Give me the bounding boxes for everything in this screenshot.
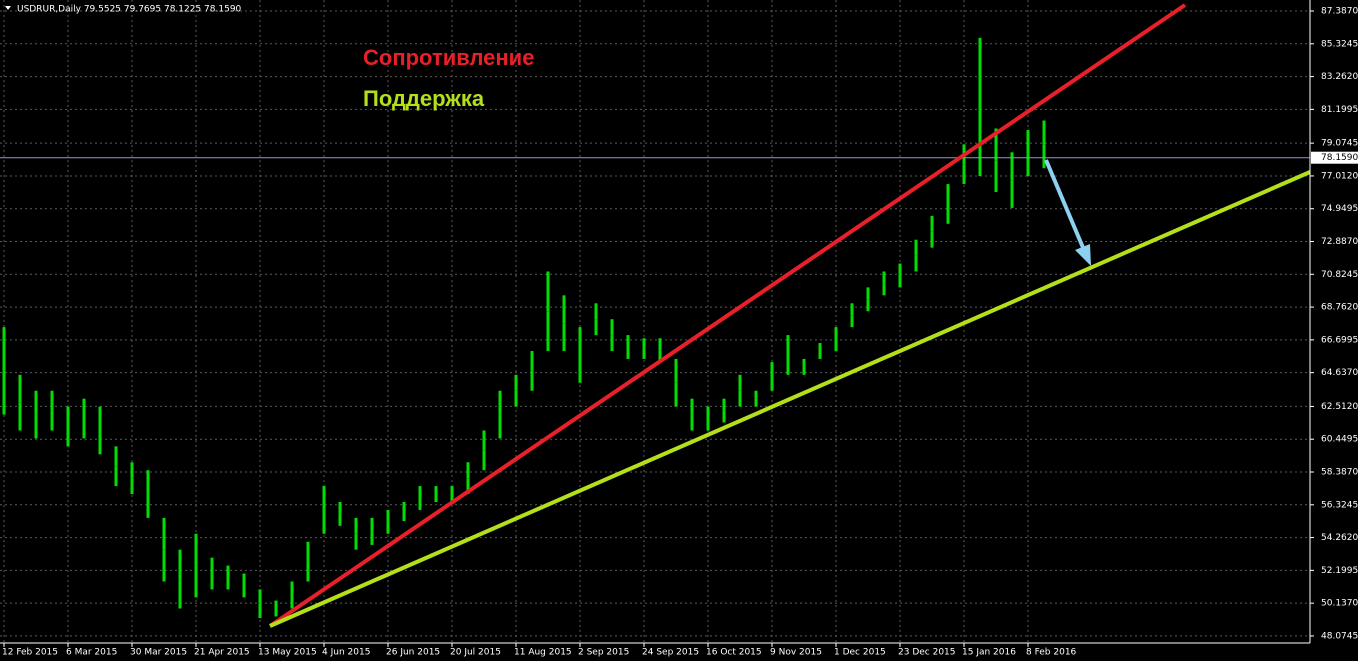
x-tick-label: 9 Nov 2015: [770, 648, 822, 658]
y-tick-label: 58.3870: [1321, 468, 1358, 478]
x-tick-label: 21 Apr 2015: [194, 648, 250, 658]
axes: 48.0745 50.1370 52.1995 54.2620 56.3245 58.38…: [2, 7, 1358, 658]
x-tick-label: 2 Sep 2015: [578, 648, 629, 658]
y-tick-label: 56.3245: [1321, 500, 1358, 510]
current-price-box: [1311, 151, 1358, 164]
y-tick-label: 62.5120: [1321, 402, 1358, 412]
y-tick-label: 70.8245: [1321, 270, 1358, 280]
x-tick-label: 4 Jun 2015: [322, 648, 370, 658]
x-tick-label: 6 Mar 2015: [66, 648, 117, 658]
y-tick-label: 50.1370: [1321, 599, 1358, 609]
y-tick-label: 85.3245: [1321, 39, 1358, 49]
y-tick-label: 77.0120: [1321, 171, 1358, 181]
y-tick-label: 68.7620: [1321, 303, 1358, 313]
symbol-info: USDRUR,Daily 79.5525 79.7695 78.1225 78.…: [17, 5, 242, 15]
support-line: [269, 170, 1311, 628]
x-tick-label: 23 Dec 2015: [898, 648, 956, 658]
y-tick-label: 66.6995: [1321, 335, 1358, 345]
x-tick-label: 12 Feb 2015: [2, 648, 58, 658]
y-tick-label: 87.3870: [1321, 7, 1358, 17]
y-tick-label: 74.9495: [1321, 204, 1358, 214]
x-tick-label: 11 Aug 2015: [514, 648, 572, 658]
x-tick-label: 20 Jul 2015: [450, 648, 501, 658]
x-tick-label: 1 Dec 2015: [834, 648, 886, 658]
y-tick-label: 52.1995: [1321, 566, 1358, 576]
forecast-arrow: [1044, 159, 1086, 251]
x-tick-label: 15 Jan 2016: [962, 648, 1016, 658]
x-tick-label: 30 Mar 2015: [130, 648, 187, 658]
y-tick-label: 72.8870: [1321, 237, 1358, 247]
x-tick-label: 13 May 2015: [258, 648, 317, 658]
y-tick-label: 60.4495: [1321, 435, 1358, 445]
resistance-line: [268, 3, 1187, 628]
y-tick-label: 54.2620: [1321, 533, 1358, 543]
x-tick-label: 16 Oct 2015: [706, 648, 762, 658]
current-price-label: 78.1590: [1321, 153, 1358, 163]
y-tick-label: 81.1995: [1321, 105, 1358, 115]
y-tick-label: 64.6370: [1321, 368, 1358, 378]
x-tick-label: 8 Feb 2016: [1026, 648, 1077, 658]
price-bars: [0, 37, 1310, 619]
x-tick-label: 24 Sep 2015: [642, 648, 699, 658]
menu-arrow[interactable]: [5, 6, 11, 10]
support-label: Поддержка: [363, 86, 485, 111]
x-tick-label: 26 Jun 2015: [386, 648, 440, 658]
resistance-label: Сопротивление: [363, 45, 534, 70]
arrow-head: [1075, 244, 1091, 266]
grid: [0, 0, 1310, 643]
y-tick-label: 83.2620: [1321, 72, 1358, 82]
y-tick-label: 48.0745: [1321, 631, 1358, 641]
y-tick-label: 79.0745: [1321, 139, 1358, 149]
